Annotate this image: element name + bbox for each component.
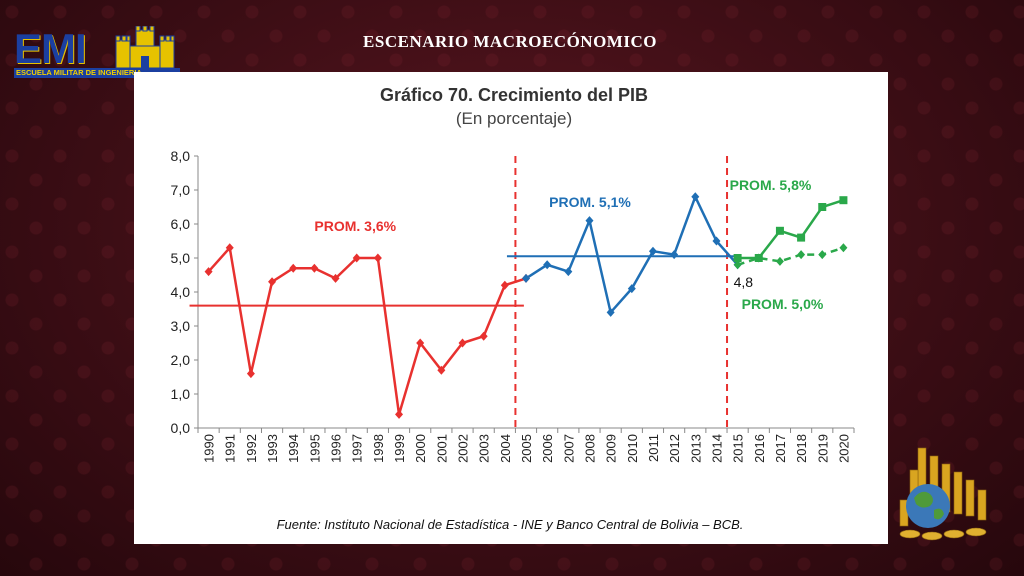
coins-globe-icon — [899, 447, 987, 541]
x-tick-label: 2001 — [434, 434, 449, 463]
data-point — [733, 260, 742, 270]
gdp-growth-chart: Gráfico 70. Crecimiento del PIB (En porc… — [171, 85, 855, 532]
y-tick-label: 0,0 — [171, 420, 191, 436]
chart-subtitle: (En porcentaje) — [456, 109, 572, 128]
chart-source: Fuente: Instituto Nacional de Estadístic… — [277, 517, 744, 532]
data-point — [352, 253, 361, 263]
y-tick-label: 1,0 — [171, 386, 191, 402]
x-tick-label: 2014 — [709, 434, 724, 463]
x-tick-label: 2006 — [540, 434, 555, 463]
data-point — [289, 263, 298, 273]
x-tick-label: 2013 — [688, 434, 703, 463]
x-tick-label: 2000 — [413, 434, 428, 463]
data-point — [564, 267, 573, 277]
data-point — [797, 250, 806, 260]
data-point — [310, 263, 319, 273]
x-tick-label: 1997 — [350, 434, 365, 463]
data-point — [479, 331, 488, 341]
x-tick-label: 2008 — [582, 434, 597, 463]
data-label: 4,8 — [734, 274, 754, 290]
x-tick-label: 1998 — [371, 434, 386, 463]
x-tick-label: 2011 — [646, 434, 661, 462]
data-point — [691, 192, 700, 202]
x-tick-label: 1992 — [244, 434, 259, 463]
series-line — [525, 193, 739, 316]
average-label: PROM. 5,8% — [730, 177, 812, 193]
emi-logo: EMI ESCUELA MILITAR DE INGENIERIA — [14, 25, 180, 78]
x-tick-label: 2015 — [731, 434, 746, 463]
y-tick-label: 2,0 — [171, 352, 191, 368]
data-point — [416, 338, 425, 348]
x-tick-label: 2020 — [836, 434, 851, 463]
x-tick-label: 1993 — [265, 434, 280, 463]
series-line — [737, 246, 844, 266]
x-tick-label: 2017 — [773, 434, 788, 463]
y-tick-label: 8,0 — [171, 148, 191, 164]
x-tick-label: 2005 — [519, 434, 534, 463]
data-point — [818, 203, 827, 211]
data-point — [839, 196, 848, 205]
x-tick-label: 1994 — [286, 434, 301, 463]
x-tick-label: 2004 — [498, 434, 513, 463]
castle-icon — [115, 26, 175, 69]
data-point — [733, 254, 742, 262]
y-tick-label: 6,0 — [171, 216, 191, 232]
x-tick-label: 1996 — [329, 434, 344, 463]
data-point — [797, 233, 806, 242]
x-tick-label: 1995 — [307, 434, 322, 463]
data-point — [246, 369, 255, 379]
data-point — [543, 260, 552, 270]
y-tick-label: 5,0 — [171, 250, 191, 266]
x-tick-label: 2003 — [477, 434, 492, 463]
data-point — [373, 253, 382, 263]
series-line — [207, 245, 527, 415]
data-point — [712, 236, 721, 246]
data-point — [500, 280, 509, 290]
average-label: PROM. 3,6% — [314, 218, 396, 234]
data-point — [522, 273, 530, 283]
x-tick-label: 2010 — [625, 434, 640, 463]
series-line — [737, 199, 844, 260]
data-point — [225, 243, 234, 253]
y-tick-label: 7,0 — [171, 182, 191, 198]
x-tick-label: 1990 — [202, 434, 217, 463]
data-point — [606, 307, 615, 317]
data-point — [627, 284, 636, 294]
average-label: PROM. 5,1% — [549, 194, 631, 210]
data-point — [775, 256, 784, 266]
logo-text: EMI — [14, 25, 87, 72]
x-tick-label: 2018 — [794, 434, 809, 463]
x-tick-label: 2007 — [561, 434, 576, 463]
x-tick-label: 2009 — [604, 434, 619, 463]
data-point — [839, 243, 848, 253]
data-point — [670, 250, 679, 260]
data-point — [818, 250, 827, 260]
chart-panel: Gráfico 70. Crecimiento del PIB (En porc… — [134, 72, 888, 544]
data-point — [331, 273, 340, 283]
x-tick-label: 2012 — [667, 434, 682, 463]
data-point — [585, 216, 594, 226]
data-point — [754, 253, 763, 263]
data-point — [395, 409, 404, 419]
y-tick-label: 3,0 — [171, 318, 191, 334]
data-point — [648, 246, 657, 256]
chart-title: Gráfico 70. Crecimiento del PIB — [380, 85, 648, 105]
average-label: PROM. 5,0% — [742, 296, 824, 312]
x-tick-label: 2016 — [752, 434, 767, 463]
logo-band: ESCUELA MILITAR DE INGENIERIA — [14, 68, 180, 78]
y-tick-label: 4,0 — [171, 284, 191, 300]
slide-title: ESCENARIO MACROECÓNOMICO — [363, 32, 657, 51]
data-point — [437, 365, 446, 375]
data-point — [775, 226, 784, 235]
data-point — [204, 267, 213, 277]
data-point — [268, 277, 277, 287]
data-point — [458, 338, 467, 348]
x-tick-label: 1991 — [223, 434, 238, 463]
x-tick-label: 2019 — [815, 434, 830, 463]
x-tick-label: 1999 — [392, 434, 407, 463]
x-tick-label: 2002 — [456, 434, 471, 463]
